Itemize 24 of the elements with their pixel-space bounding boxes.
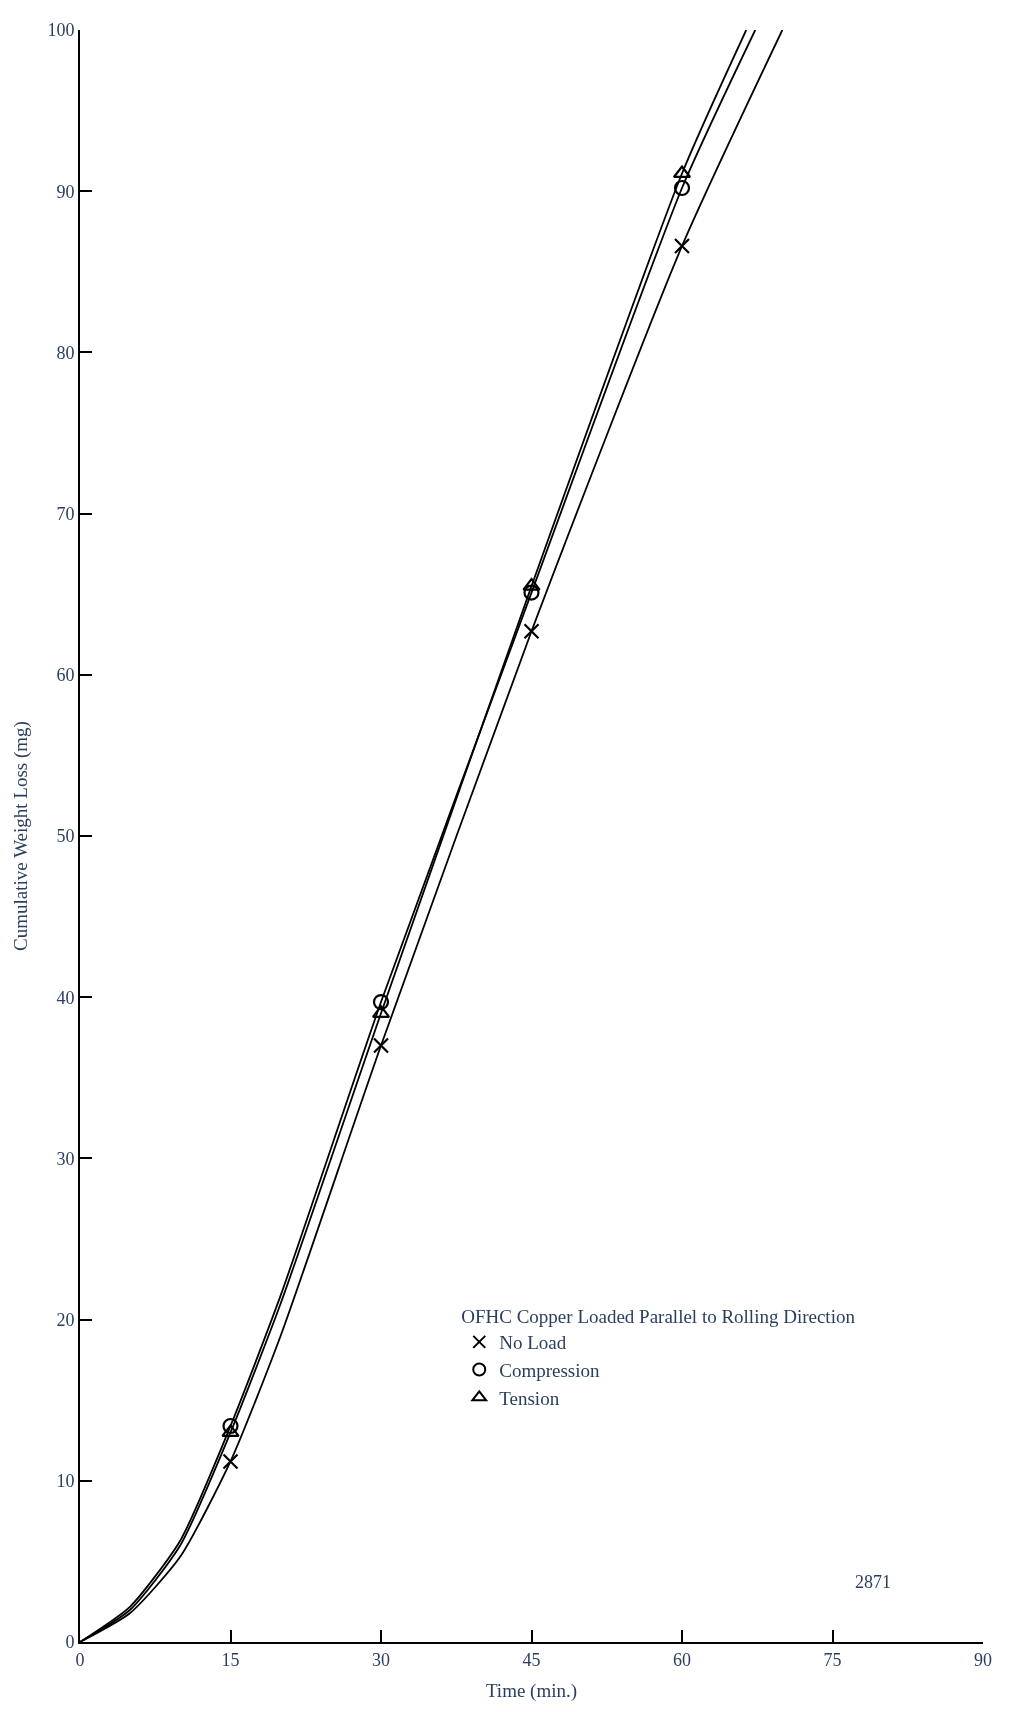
- x-tick-label: 15: [221, 1649, 240, 1670]
- y-tick-label: 0: [65, 1632, 75, 1653]
- y-axis-title: Cumulative Weight Loss (mg): [9, 721, 32, 951]
- x-axis-title: Time (min.): [485, 1679, 578, 1702]
- y-tick-label: 60: [56, 665, 75, 686]
- y-tick-label: 80: [56, 342, 75, 363]
- legend-title: OFHC Copper Loaded Parallel to Rolling Direction: [461, 1306, 856, 1328]
- y-tick-label: 50: [56, 826, 75, 847]
- annotation: 2871: [855, 1572, 891, 1592]
- y-tick-label: 90: [56, 181, 75, 202]
- x-tick-label: 30: [372, 1649, 390, 1670]
- x-tick-label: 45: [522, 1649, 541, 1670]
- x-tick-label: 75: [823, 1649, 842, 1670]
- x-tick-label: 90: [974, 1649, 992, 1670]
- y-tick-label: 40: [56, 987, 75, 1008]
- x-tick-label: 60: [673, 1649, 691, 1670]
- legend-label: Tension: [499, 1387, 560, 1409]
- y-tick-label: 70: [56, 503, 75, 524]
- y-tick-label: 10: [56, 1471, 75, 1492]
- legend-label: No Load: [499, 1332, 567, 1354]
- legend-label: Compression: [499, 1359, 601, 1381]
- y-tick-label: 30: [56, 1148, 75, 1169]
- y-tick-label: 100: [47, 20, 75, 41]
- y-tick-label: 20: [56, 1309, 75, 1330]
